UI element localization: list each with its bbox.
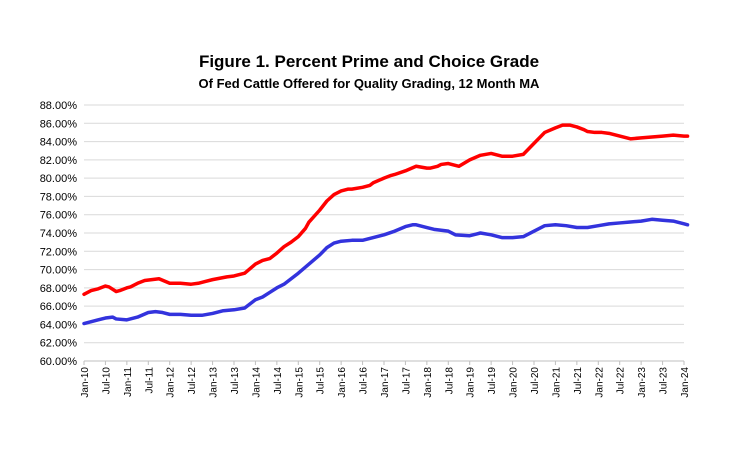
x-tick-label: Jul-21	[573, 367, 584, 395]
y-tick-label: 64.00%	[40, 319, 78, 331]
y-tick-label: 80.00%	[40, 173, 78, 185]
x-tick-label: Jan-11	[123, 367, 134, 397]
y-tick-label: 78.00%	[40, 191, 78, 203]
x-tick-label: Jan-17	[380, 367, 391, 398]
y-tick-label: 82.00%	[40, 155, 78, 167]
x-tick-label: Jan-23	[637, 367, 648, 398]
x-tick-label: Jul-18	[444, 367, 455, 395]
x-tick-label: Jul-12	[187, 367, 198, 395]
x-tick-label: Jul-10	[101, 367, 112, 395]
x-tick-label: Jul-14	[273, 367, 284, 395]
x-tick-label: Jan-22	[594, 367, 605, 398]
x-tick-label: Jul-13	[230, 367, 241, 395]
y-tick-label: 74.00%	[40, 228, 78, 240]
y-tick-label: 66.00%	[40, 301, 78, 313]
y-tick-label: 70.00%	[40, 265, 78, 277]
x-tick-label: Jan-18	[423, 367, 434, 398]
chart-subtitle: Of Fed Cattle Offered for Quality Gradin…	[198, 76, 540, 91]
y-tick-label: 72.00%	[40, 246, 78, 258]
y-tick-label: 60.00%	[40, 356, 78, 368]
y-tick-label: 68.00%	[40, 283, 78, 295]
y-tick-label: 88.00%	[40, 100, 78, 112]
y-tick-label: 84.00%	[40, 137, 78, 149]
x-tick-label: Jul-20	[530, 367, 541, 395]
y-tick-label: 86.00%	[40, 118, 78, 130]
x-tick-label: Jan-21	[551, 367, 562, 398]
x-tick-label: Jul-22	[616, 367, 627, 395]
x-tick-label: Jul-19	[487, 367, 498, 395]
x-tick-label: Jul-17	[401, 367, 412, 395]
x-tick-label: Jul-23	[659, 367, 670, 395]
x-tick-label: Jan-12	[166, 367, 177, 398]
x-tick-label: Jul-16	[359, 367, 370, 395]
y-tick-label: 62.00%	[40, 338, 78, 350]
chart-title: Figure 1. Percent Prime and Choice Grade	[198, 52, 540, 71]
series-line-blue	[82, 217, 690, 326]
x-tick-label: Jan-15	[294, 367, 305, 398]
x-tick-label: Jan-13	[209, 367, 220, 398]
x-tick-label: Jul-11	[144, 367, 155, 394]
x-tick-label: Jan-19	[466, 367, 477, 398]
x-tick-label: Jan-16	[337, 367, 348, 398]
series-line-red	[82, 123, 690, 297]
x-tick-label: Jan-14	[251, 367, 262, 398]
y-tick-label: 76.00%	[40, 210, 78, 222]
x-tick-label: Jan-10	[80, 367, 91, 398]
x-tick-label: Jul-15	[316, 367, 327, 395]
x-tick-label: Jan-24	[680, 367, 691, 398]
x-tick-label: Jan-20	[509, 367, 520, 398]
